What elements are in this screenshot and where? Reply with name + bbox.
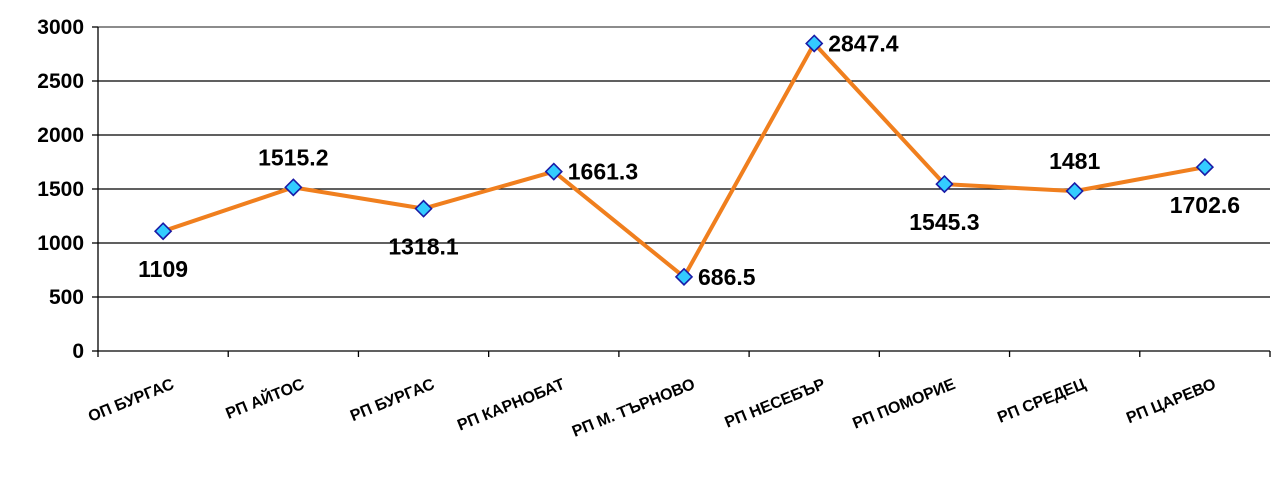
x-tick-label: РП ПОМОРИЕ [850, 376, 958, 433]
x-tick-label: РП НЕСЕБЪР [723, 376, 828, 432]
data-point-marker [414, 199, 433, 218]
series-markers [153, 34, 1215, 286]
y-tick-label: 2000 [37, 124, 84, 147]
data-point-marker [935, 174, 954, 194]
data-label: 1661.3 [568, 159, 638, 185]
data-point-marker [153, 222, 173, 241]
data-labels: 1109 1515.2 1318.1 1661.3 686.5 2847.4 1545.3 1… [138, 30, 1240, 289]
y-axis-tick-labels: 0 500 1000 1500 2000 2500 3000 [37, 16, 84, 363]
y-tick-label: 0 [72, 340, 84, 363]
data-point-marker [284, 178, 303, 197]
x-tick-label: РП СРЕДЕЦ [995, 376, 1088, 427]
data-point-marker [544, 162, 563, 181]
data-label: 1318.1 [388, 234, 459, 260]
x-tick-label: ОП БУРГАС [86, 376, 177, 426]
axes [92, 26, 1271, 357]
data-label: 2847.4 [828, 30, 899, 56]
data-point-marker [1065, 181, 1084, 201]
data-point-marker [674, 267, 694, 286]
x-tick-label: РП ЦАРЕВО [1124, 376, 1218, 427]
y-tick-label: 1500 [37, 178, 84, 201]
data-label: 1109 [138, 256, 188, 282]
data-label: 1481 [1049, 148, 1100, 174]
x-tick-label: РП КАРНОБАТ [455, 376, 567, 435]
x-tick-label: РП АЙТОС [223, 374, 308, 423]
x-tick-label: РП М. ТЪРНОВО [570, 376, 698, 441]
y-tick-label: 2500 [37, 70, 84, 93]
y-tick-label: 3000 [37, 16, 84, 39]
data-label: 1702.6 [1170, 192, 1240, 218]
y-tick-label: 500 [49, 286, 84, 309]
data-label: 686.5 [698, 264, 756, 290]
data-point-marker [805, 34, 824, 53]
y-tick-label: 1000 [37, 232, 84, 255]
data-label: 1545.3 [909, 209, 979, 235]
x-axis-tick-labels: ОП БУРГАС РП АЙТОС РП БУРГАС РП КАРНОБАТ РП … [86, 374, 1218, 441]
data-label: 1515.2 [258, 144, 328, 170]
x-tick-label: РП БУРГАС [348, 376, 437, 425]
data-point-marker [1195, 157, 1215, 177]
